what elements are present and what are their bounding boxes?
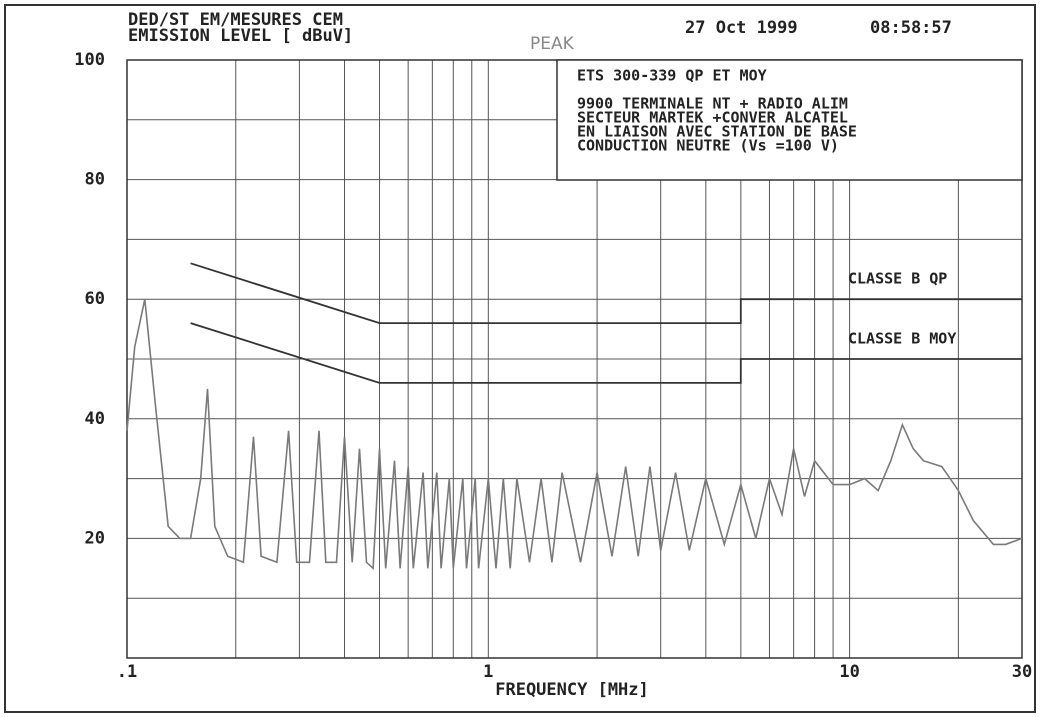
spectrum-trace	[126, 299, 1023, 571]
annotation-line: SECTEUR MARTEK +CONVER ALCATEL	[577, 109, 848, 127]
date: 27 Oct 1999	[685, 18, 798, 38]
y-tick-label: 80	[85, 170, 105, 190]
x-tick-label: 30	[1012, 662, 1032, 682]
y-tick-label: 100	[74, 50, 105, 70]
limit-label: CLASSE B MOY	[848, 330, 956, 348]
x-axis-label: FREQUENCY [MHz]	[495, 680, 649, 700]
annotation-line: ETS 300-339 QP ET MOY	[577, 67, 767, 85]
annotation-line: EN LIAISON AVEC STATION DE BASE	[577, 123, 857, 141]
limit-label: CLASSE B QP	[848, 270, 947, 288]
header-line: DED/ST EM/MESURES CEM	[128, 10, 343, 30]
annotation-box	[556, 59, 1023, 181]
detector-label: PEAK	[530, 34, 575, 54]
y-tick-label: 40	[85, 409, 105, 429]
frame	[4, 4, 1036, 713]
limit-line	[190, 262, 1022, 324]
x-tick-label: 1	[483, 662, 493, 682]
time: 08:58:57	[870, 18, 952, 38]
annotation-line: 9900 TERMINALE NT + RADIO ALIM	[577, 95, 848, 113]
x-tick-label: 10	[839, 662, 859, 682]
y-tick-label: 20	[85, 528, 105, 548]
annotation-line: CONDUCTION NEUTRE (Vs =100 V)	[577, 137, 839, 155]
x-tick-label: .1	[117, 662, 137, 682]
header-line: EMISSION LEVEL [ dBuV]	[128, 26, 353, 46]
y-tick-label: 60	[85, 289, 105, 309]
limit-line	[190, 322, 1022, 384]
